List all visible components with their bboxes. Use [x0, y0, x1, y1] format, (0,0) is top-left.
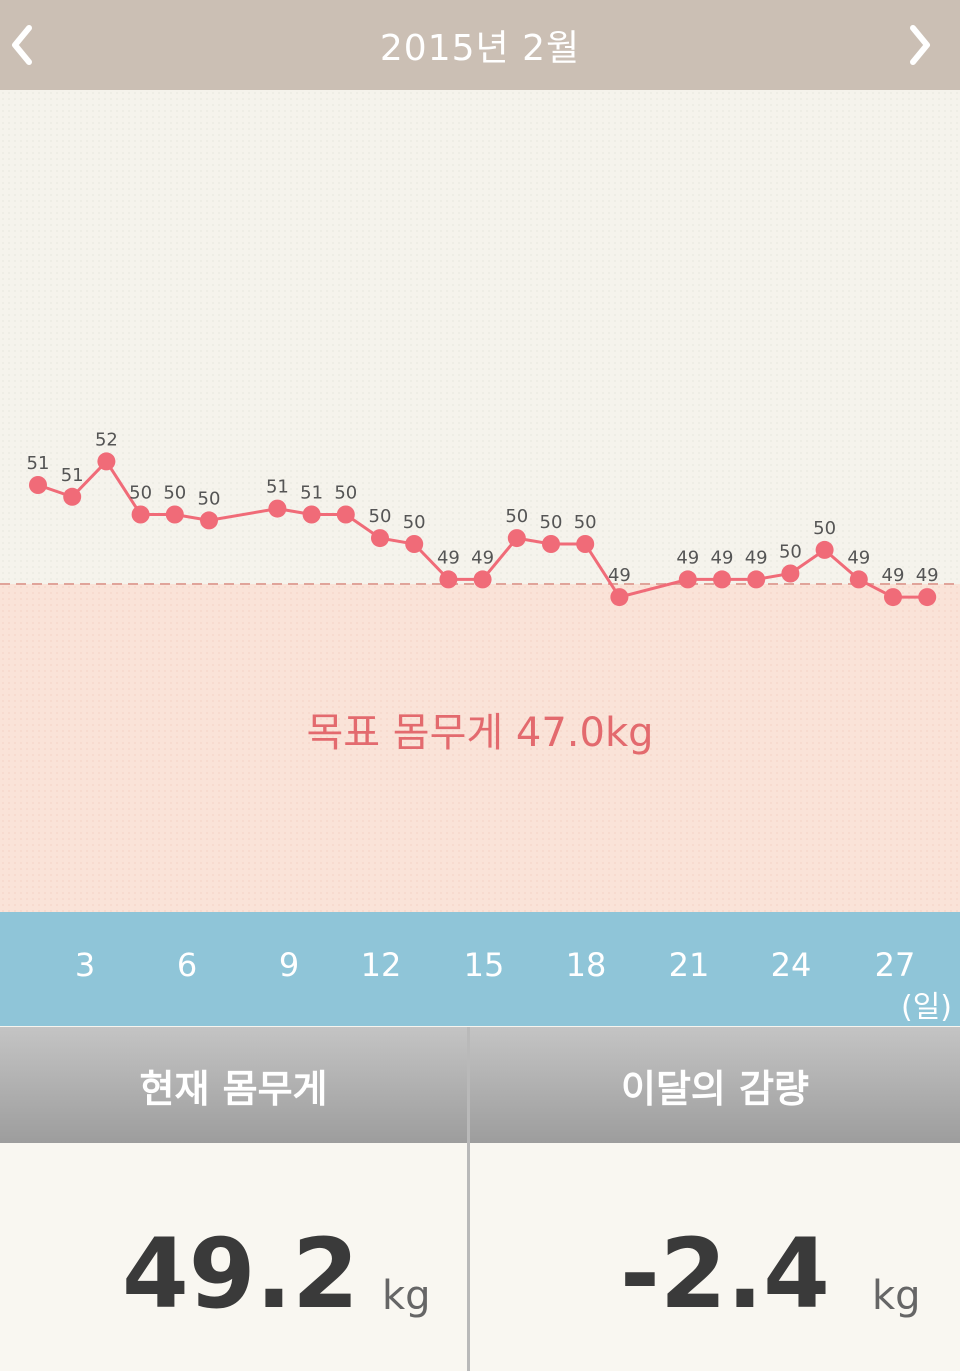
- weight-point-label: 52: [95, 429, 118, 450]
- chevron-left-icon: [12, 25, 32, 65]
- current-weight-panel: 49.2 kg: [0, 1143, 467, 1371]
- weight-point-label: 51: [27, 453, 50, 474]
- weight-point-label: 50: [334, 483, 357, 504]
- goal-weight-label: 목표 몸무게 47.0kg: [306, 710, 654, 756]
- weight-point[interactable]: [29, 476, 47, 494]
- month-header: 2015년 2월: [0, 0, 960, 90]
- day-axis: (일) 3 6 9 12 15 18 21 24 27: [0, 912, 960, 1026]
- weight-point[interactable]: [542, 535, 560, 553]
- weight-point-label: 50: [505, 506, 528, 527]
- weight-point-label: 49: [916, 565, 939, 586]
- weight-point-label: 50: [540, 512, 563, 533]
- month-title: 2015년 2월: [379, 28, 581, 69]
- stats-divider: [467, 1027, 470, 1371]
- weight-point-label: 51: [266, 477, 289, 498]
- weight-point[interactable]: [405, 535, 424, 553]
- weight-point[interactable]: [747, 570, 766, 589]
- weight-point-label: 51: [300, 483, 323, 504]
- prev-month-button[interactable]: [0, 18, 44, 72]
- weight-point[interactable]: [713, 570, 731, 589]
- weight-point-label: 50: [813, 518, 836, 539]
- weight-point[interactable]: [815, 540, 834, 559]
- weight-point-label: 50: [129, 483, 152, 504]
- weight-point-label: 50: [574, 512, 597, 533]
- day-tick-label: 21: [668, 946, 710, 984]
- weight-point-label: 49: [676, 547, 699, 568]
- weight-point-label: 49: [608, 565, 631, 586]
- weight-point[interactable]: [63, 487, 82, 506]
- weight-point[interactable]: [336, 505, 355, 524]
- day-tick-label: 12: [360, 946, 402, 984]
- weight-point-label: 49: [711, 547, 734, 568]
- day-tick-label: 24: [770, 946, 812, 984]
- current-weight-unit: kg: [382, 1273, 431, 1319]
- weight-point-label: 50: [369, 506, 392, 527]
- weight-point[interactable]: [610, 588, 629, 607]
- monthly-loss-unit: kg: [872, 1273, 921, 1319]
- weight-point[interactable]: [473, 570, 492, 589]
- day-tick-label: 3: [74, 946, 96, 984]
- weight-point-label: 49: [882, 565, 905, 586]
- day-tick-label: 6: [176, 946, 198, 984]
- weight-point-label: 49: [847, 547, 870, 568]
- goal-zone: [0, 584, 960, 912]
- weight-point-label: 49: [471, 547, 494, 568]
- weight-point[interactable]: [918, 588, 937, 607]
- weight-point[interactable]: [781, 564, 800, 583]
- weight-point[interactable]: [97, 452, 116, 471]
- weight-point[interactable]: [678, 570, 697, 589]
- day-tick-label: 27: [874, 946, 916, 984]
- current-weight-header: 현재 몸무게: [0, 1027, 467, 1143]
- weight-point[interactable]: [371, 529, 389, 548]
- weight-point-label: 50: [403, 512, 426, 533]
- next-month-button[interactable]: [898, 18, 942, 72]
- day-tick-label: 15: [463, 946, 505, 984]
- day-unit-label: (일): [900, 990, 952, 1025]
- weight-point-label: 51: [61, 465, 84, 486]
- weight-point[interactable]: [165, 505, 184, 524]
- weight-line-chart: 51 51 52 50 50 50 51 51 50 50 50 49 49 50 50 50 49 49 49 49…: [0, 429, 960, 607]
- monthly-loss-value: -2.4: [620, 1218, 830, 1330]
- weight-point[interactable]: [200, 511, 218, 530]
- monthly-loss-panel: -2.4 kg: [470, 1143, 960, 1371]
- weight-point-label: 50: [163, 483, 186, 504]
- weight-point-label: 50: [779, 542, 802, 563]
- monthly-loss-header: 이달의 감량: [470, 1027, 960, 1143]
- weight-point[interactable]: [884, 588, 902, 607]
- weight-point[interactable]: [131, 505, 150, 524]
- weight-point-label: 49: [437, 547, 460, 568]
- weight-point[interactable]: [576, 535, 595, 553]
- weight-point[interactable]: [268, 499, 287, 518]
- day-tick-label: 9: [278, 946, 300, 984]
- day-tick-label: 18: [565, 946, 607, 984]
- chevron-right-icon: [910, 25, 930, 65]
- weight-point-label: 49: [745, 547, 768, 568]
- weight-point[interactable]: [439, 570, 458, 589]
- current-weight-value: 49.2: [122, 1218, 359, 1330]
- weight-point[interactable]: [849, 570, 868, 589]
- weight-point[interactable]: [302, 505, 321, 524]
- weight-point[interactable]: [507, 529, 526, 548]
- weight-point-label: 50: [198, 488, 221, 509]
